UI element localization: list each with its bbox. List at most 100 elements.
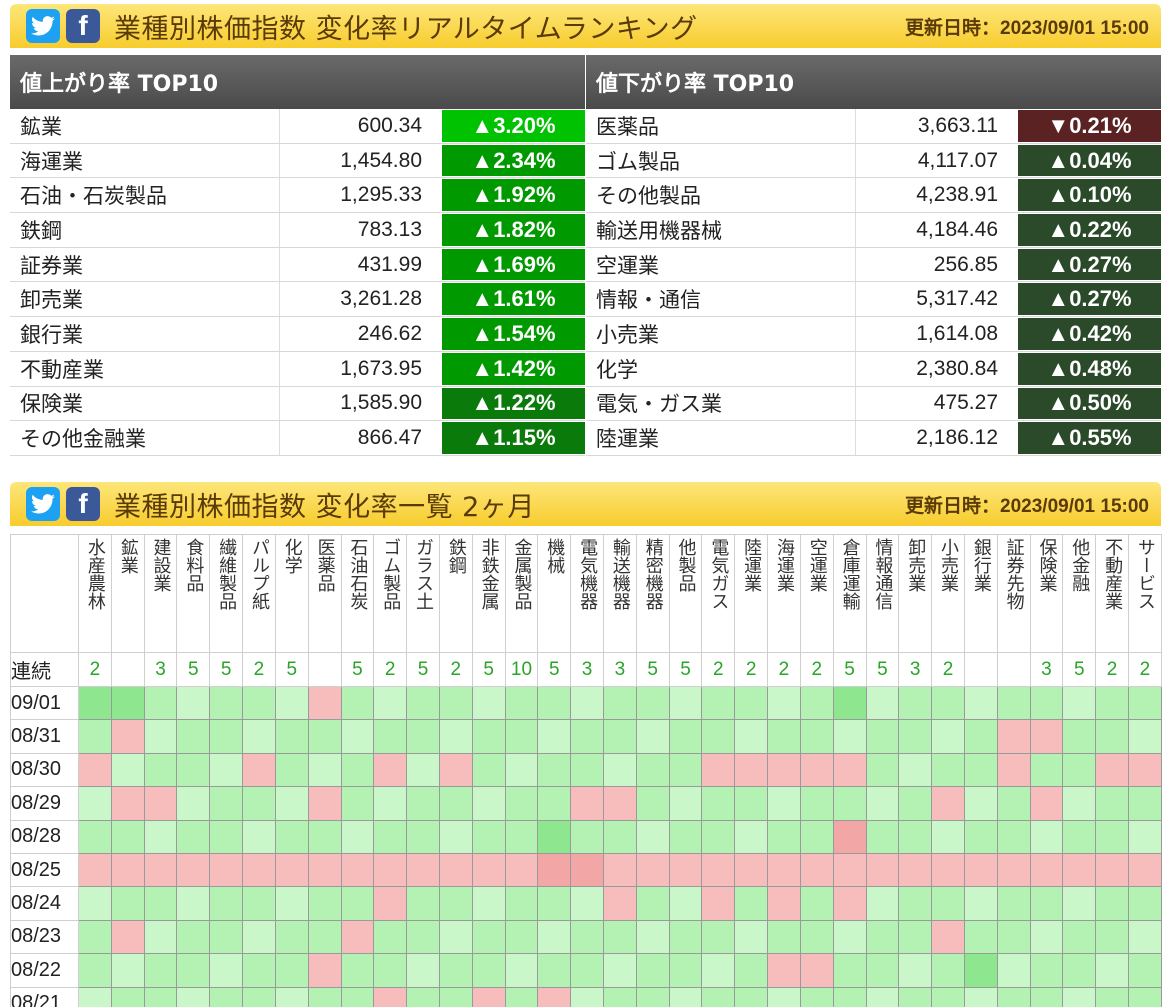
heatmap-cell[interactable] (635, 752, 670, 788)
sector-name[interactable]: 陸運業 (586, 421, 856, 455)
heatmap-cell[interactable] (898, 852, 933, 888)
heatmap-cell[interactable] (668, 685, 703, 721)
heatmap-cell[interactable] (438, 953, 473, 988)
sector-column-header[interactable]: 保険業 (1029, 534, 1064, 653)
heatmap-cell[interactable] (176, 819, 211, 854)
heatmap-cell[interactable] (504, 719, 539, 754)
heatmap-cell[interactable] (471, 953, 506, 988)
heatmap-cell[interactable] (471, 852, 506, 888)
heatmap-cell[interactable] (340, 986, 375, 1007)
heatmap-cell[interactable] (438, 786, 473, 821)
up-rank-row[interactable]: 海運業 1,454.80 ▲2.34% (10, 143, 585, 179)
heatmap-cell[interactable] (307, 919, 342, 955)
heatmap-cell[interactable] (1062, 819, 1097, 854)
heatmap-cell[interactable] (110, 852, 145, 888)
heatmap-cell[interactable] (701, 953, 736, 988)
sector-name[interactable]: その他製品 (586, 178, 856, 213)
heatmap-cell[interactable] (1062, 685, 1097, 721)
heatmap-cell[interactable] (898, 786, 933, 821)
heatmap-cell[interactable] (635, 819, 670, 854)
heatmap-cell[interactable] (767, 852, 801, 888)
heatmap-cell[interactable] (274, 953, 309, 988)
sector-column-header[interactable]: 精密機器 (635, 534, 670, 653)
heatmap-cell[interactable] (799, 685, 834, 721)
heatmap-cell[interactable] (668, 986, 703, 1007)
heatmap-cell[interactable] (143, 986, 178, 1007)
heatmap-cell[interactable] (242, 919, 276, 955)
heatmap-cell[interactable] (438, 752, 473, 788)
heatmap-cell[interactable] (865, 685, 900, 721)
sector-column-header[interactable]: 情報通信 (865, 534, 900, 653)
heatmap-cell[interactable] (1128, 685, 1162, 721)
sector-column-header[interactable]: 輸送機器 (603, 534, 637, 653)
heatmap-cell[interactable] (406, 752, 440, 788)
heatmap-cell[interactable] (242, 719, 276, 754)
heatmap-cell[interactable] (1128, 986, 1162, 1007)
heatmap-cell[interactable] (110, 986, 145, 1007)
heatmap-cell[interactable] (701, 719, 736, 754)
heatmap-cell[interactable] (734, 953, 769, 988)
up-rank-row[interactable]: 石油・石炭製品 1,295.33 ▲1.92% (10, 178, 585, 214)
sector-column-header[interactable]: ガラス土 (406, 534, 440, 653)
sector-name[interactable]: 輸送用機器械 (586, 213, 856, 247)
heatmap-cell[interactable] (110, 752, 145, 788)
heatmap-cell[interactable] (504, 986, 539, 1007)
sector-column-header[interactable]: 食料品 (176, 534, 211, 653)
heatmap-cell[interactable] (1029, 685, 1064, 721)
heatmap-cell[interactable] (570, 852, 604, 888)
heatmap-cell[interactable] (209, 886, 244, 921)
heatmap-cell[interactable] (406, 719, 440, 754)
heatmap-cell[interactable] (143, 886, 178, 921)
heatmap-cell[interactable] (799, 786, 834, 821)
heatmap-cell[interactable] (701, 886, 736, 921)
sector-column-header[interactable]: 不動産業 (1095, 534, 1129, 653)
heatmap-cell[interactable] (406, 886, 440, 921)
sector-column-header[interactable]: 他金融 (1062, 534, 1097, 653)
heatmap-cell[interactable] (209, 752, 244, 788)
heatmap-cell[interactable] (143, 819, 178, 854)
heatmap-cell[interactable] (570, 953, 604, 988)
heatmap-cell[interactable] (373, 752, 408, 788)
heatmap-cell[interactable] (635, 986, 670, 1007)
sector-name[interactable]: 海運業 (10, 143, 280, 178)
heatmap-cell[interactable] (143, 719, 178, 754)
heatmap-cell[interactable] (340, 752, 375, 788)
heatmap-cell[interactable] (78, 719, 112, 754)
heatmap-cell[interactable] (767, 719, 801, 754)
heatmap-cell[interactable] (931, 886, 965, 921)
heatmap-cell[interactable] (373, 819, 408, 854)
heatmap-cell[interactable] (1095, 786, 1129, 821)
sector-name[interactable]: 化学 (586, 351, 856, 386)
heatmap-cell[interactable] (799, 919, 834, 955)
sector-column-header[interactable]: 繊維製品 (209, 534, 244, 653)
heatmap-cell[interactable] (734, 986, 769, 1007)
sector-column-header[interactable]: 電気ガス (701, 534, 736, 653)
heatmap-cell[interactable] (176, 852, 211, 888)
heatmap-cell[interactable] (635, 685, 670, 721)
heatmap-cell[interactable] (1062, 986, 1097, 1007)
heatmap-cell[interactable] (1128, 953, 1162, 988)
heatmap-cell[interactable] (143, 852, 178, 888)
heatmap-cell[interactable] (603, 786, 637, 821)
heatmap-cell[interactable] (603, 752, 637, 788)
heatmap-cell[interactable] (537, 986, 572, 1007)
heatmap-cell[interactable] (373, 719, 408, 754)
sector-name[interactable]: 卸売業 (10, 282, 280, 317)
heatmap-cell[interactable] (1128, 886, 1162, 921)
heatmap-cell[interactable] (242, 852, 276, 888)
heatmap-cell[interactable] (1095, 819, 1129, 854)
heatmap-cell[interactable] (1128, 819, 1162, 854)
heatmap-cell[interactable] (799, 953, 834, 988)
heatmap-cell[interactable] (570, 819, 604, 854)
heatmap-cell[interactable] (143, 919, 178, 955)
heatmap-cell[interactable] (734, 752, 769, 788)
heatmap-cell[interactable] (701, 685, 736, 721)
heatmap-cell[interactable] (799, 819, 834, 854)
heatmap-cell[interactable] (767, 786, 801, 821)
heatmap-cell[interactable] (767, 886, 801, 921)
heatmap-cell[interactable] (1062, 953, 1097, 988)
heatmap-cell[interactable] (799, 719, 834, 754)
heatmap-cell[interactable] (701, 919, 736, 955)
heatmap-cell[interactable] (603, 852, 637, 888)
heatmap-cell[interactable] (1062, 786, 1097, 821)
